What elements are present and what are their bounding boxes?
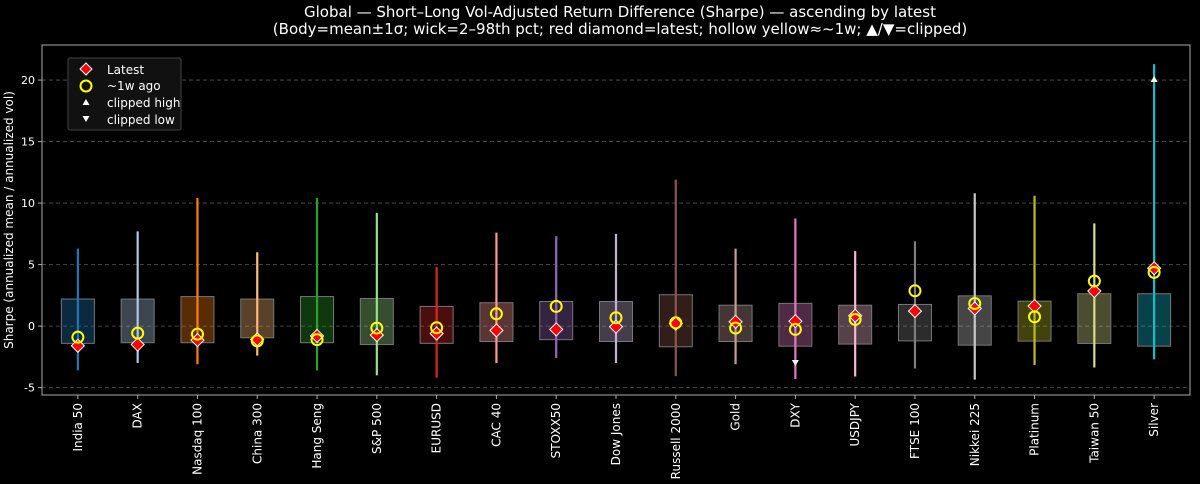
clipped-high-marker [1150,76,1158,83]
week-ago-marker [669,316,683,330]
y-axis-label: Sharpe (annualized mean / annualized vol… [2,91,16,349]
box-eurusd [419,267,454,378]
latest-marker [608,319,624,334]
y-tick-label: 15 [21,136,35,149]
x-tick-label: EURUSD [430,403,444,453]
chart-title: Global — Short–Long Vol-Adjusted Return … [304,3,936,21]
week-ago-marker [848,312,862,326]
y-tick-label: 0 [28,320,35,333]
box-stoxx50 [539,236,574,359]
week-ago-marker [1028,310,1042,324]
x-tick-label: Nikkei 225 [968,403,982,466]
week-ago-marker [489,307,503,321]
chart-subtitle: (Body=mean±1σ; wick=2–98th pct; red diam… [273,20,967,38]
legend-label: Latest [107,63,144,77]
week-ago-marker [1147,265,1161,279]
legend-item-clipped-high: clipped high [82,96,180,110]
x-tick-label: Taiwan 50 [1087,403,1101,464]
week-ago-marker [310,333,324,347]
legend-circle-icon [79,79,93,93]
legend-item-clipped-low: clipped low [82,113,175,127]
box-dxy [778,218,813,380]
latest-marker [1146,261,1162,276]
x-tick-label: DAX [131,403,145,428]
box-gold [718,248,753,365]
legend-label: clipped low [107,113,175,127]
x-tick-label: Dow Jones [609,403,623,465]
y-tick-label: 10 [21,197,35,210]
box-dax [120,231,155,364]
box-s-p-500 [359,212,394,376]
triangle-up-icon [82,99,90,105]
x-tick-label: Gold [729,403,743,431]
latest-marker [1027,298,1042,314]
week-ago-marker [549,299,563,313]
x-tick-label: S&P 500 [370,403,384,454]
box-usdjpy [838,251,873,377]
box-nikkei-225 [957,193,992,380]
x-tick-label: CAC 40 [489,403,503,447]
plot-frame [41,44,1191,396]
box-china-300 [240,252,275,356]
x-tick-label: USDJPY [848,402,862,446]
latest-marker [1087,283,1102,299]
week-ago-marker [788,322,802,336]
week-ago-marker [131,326,145,340]
latest-marker [549,322,564,337]
x-tick-label: Russell 2000 [669,403,683,479]
legend: Latest ~1w ago clipped high clipped low [67,57,182,131]
x-tick-label: Silver [1147,403,1161,437]
legend-item-latest: Latest [79,62,144,77]
box-platinum [1017,195,1052,366]
x-tick-label: STOXX50 [549,403,563,458]
week-ago-marker [1087,274,1101,288]
clipped-low-marker [791,360,799,367]
week-ago-marker [908,284,922,298]
x-ticks: India 50 DAX Nasdaq 100 China 300 Hang Seng S… [71,395,1161,479]
week-ago-marker [609,311,623,325]
x-tick-label: FTSE 100 [908,403,922,459]
latest-marker [847,308,863,323]
week-ago-marker [968,296,982,310]
x-tick-label: Hang Seng [310,403,324,469]
triangle-down-icon [82,116,90,122]
x-tick-label: Nasdaq 100 [190,403,204,475]
y-tick-label: 20 [21,74,35,87]
box-nasdaq-100 [180,198,215,365]
box-india-50 [60,248,95,371]
latest-marker [489,323,504,338]
box-cac-40 [479,232,514,364]
week-ago-marker [190,327,204,341]
y-tick-label: 5 [28,259,35,272]
box-russell-2000 [658,179,693,377]
latest-marker [309,328,325,344]
box-silver [1137,64,1172,360]
week-ago-marker [430,321,444,335]
latest-marker [907,303,923,319]
latest-marker [130,337,145,352]
week-ago-marker [250,334,264,348]
legend-item-week-ago: ~1w ago [79,79,161,93]
y-tick-label: -5 [24,382,35,395]
x-tick-label: DXY [788,402,802,427]
box-hang-seng [300,198,335,371]
y-ticks: -5 0 5 10 15 20 [21,74,42,395]
box-taiwan-50 [1077,223,1112,368]
week-ago-marker [729,321,743,335]
x-tick-label: Platinum [1028,403,1042,456]
box-ftse-100 [897,241,932,369]
legend-label: clipped high [107,96,180,110]
boxes [60,64,1172,380]
box-dow-jones [599,233,633,364]
week-ago-marker [370,321,384,335]
legend-diamond-icon [79,62,93,76]
x-tick-label: India 50 [71,403,85,452]
x-tick-label: China 300 [250,403,264,464]
week-ago-marker [71,330,85,344]
legend-label: ~1w ago [107,79,161,93]
